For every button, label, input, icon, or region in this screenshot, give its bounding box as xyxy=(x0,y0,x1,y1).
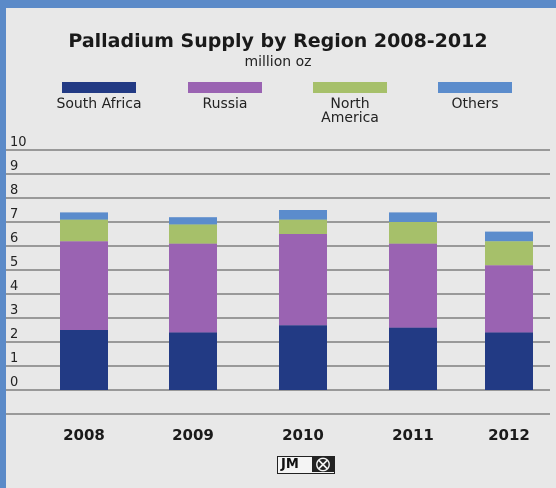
bar-segment xyxy=(60,212,108,220)
y-tick-label: 10 xyxy=(10,135,27,150)
x-category-label: 2010 xyxy=(282,426,324,444)
legend-label-others: Others xyxy=(451,96,499,112)
y-tick-label: 9 xyxy=(10,159,18,174)
x-category-label: 2011 xyxy=(392,426,434,444)
legend-label-north-america: North America xyxy=(321,96,379,126)
bar-segment xyxy=(169,332,217,390)
chart-subtitle: million oz xyxy=(244,54,312,70)
bar-segment xyxy=(485,241,533,266)
y-tick-label: 6 xyxy=(10,231,18,246)
legend-swatch-russia xyxy=(188,82,262,93)
bar-segment xyxy=(279,210,327,220)
bar-segment xyxy=(169,243,217,333)
bar-segment xyxy=(279,325,327,390)
legend-swatch-others xyxy=(438,82,512,93)
y-tick-label: 0 xyxy=(10,375,18,390)
x-category-label: 2009 xyxy=(172,426,214,444)
logo-text: JM xyxy=(281,457,299,472)
chart-title: Palladium Supply by Region 2008-2012 xyxy=(68,30,488,52)
bar-segment xyxy=(389,212,437,222)
y-tick-label: 5 xyxy=(10,255,18,270)
legend-label-south-africa: South Africa xyxy=(56,96,142,112)
hammer-pick-icon xyxy=(312,457,334,472)
legend-swatch-south-africa xyxy=(62,82,136,93)
x-category-label: 2012 xyxy=(488,426,530,444)
bar-segment xyxy=(485,332,533,390)
bar-segment xyxy=(485,231,533,242)
x-category-label: 2008 xyxy=(63,426,105,444)
bar-segment xyxy=(485,265,533,333)
bar-segment xyxy=(60,330,108,390)
bar-segment xyxy=(60,241,108,330)
y-tick-label: 4 xyxy=(10,279,18,294)
bar-segment xyxy=(389,222,437,244)
bar-segment xyxy=(60,219,108,242)
bar-segment xyxy=(389,327,437,390)
legend-swatch-north-america xyxy=(313,82,387,93)
y-tick-label: 2 xyxy=(10,327,18,342)
bar-segment xyxy=(279,219,327,234)
legend-label-russia: Russia xyxy=(202,96,248,112)
y-tick-label: 3 xyxy=(10,303,18,318)
jm-logo: JM xyxy=(277,456,335,474)
bar-segment xyxy=(169,217,217,225)
y-tick-label: 8 xyxy=(10,183,18,198)
y-tick-label: 1 xyxy=(10,351,18,366)
bar-segment xyxy=(389,243,437,328)
bar-segment xyxy=(279,234,327,326)
y-tick-label: 7 xyxy=(10,207,18,222)
bar-segment xyxy=(169,224,217,244)
